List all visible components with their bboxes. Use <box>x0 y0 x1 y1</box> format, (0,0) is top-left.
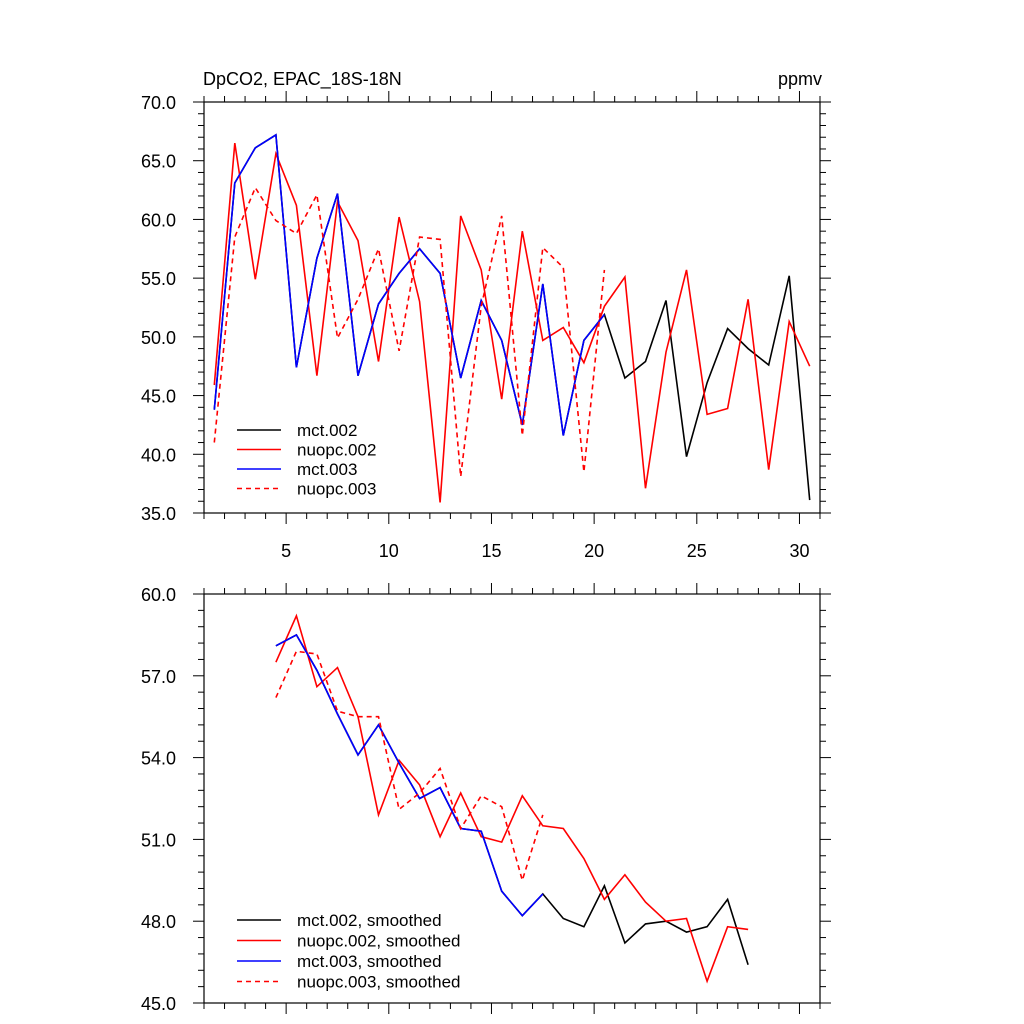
x-tick-label: 25 <box>687 541 707 561</box>
y-tick-label: 60.0 <box>141 210 176 230</box>
y-tick-label: 50.0 <box>141 328 176 348</box>
legend-label: nuopc.003 <box>297 480 376 499</box>
x-tick-label: 30 <box>789 541 809 561</box>
y-tick-label: 51.0 <box>141 830 176 850</box>
x-tick-label: 5 <box>281 541 291 561</box>
chart-panel-1: 5 10 15 20 25 30 35.0 40.0 45.0 50.0 55.0 60.0 65.0 7… <box>141 91 831 561</box>
series-line-nuopc-003-smoothed <box>275 650 544 884</box>
chart-units: ppmv <box>778 69 822 89</box>
x-tick-label: 10 <box>379 541 399 561</box>
y-tick-label: 54.0 <box>141 749 176 769</box>
chart-panel-2: 45.0 48.0 51.0 54.0 57.0 60.0 mct.002, smoothe… <box>141 583 831 1014</box>
y-tick-label: 45.0 <box>141 994 176 1014</box>
y-tick-label: 48.0 <box>141 912 176 932</box>
legend-label: nuopc.003, smoothed <box>297 973 461 992</box>
legend-label: nuopc.002, smoothed <box>297 932 461 951</box>
series-line-mct-003-smoothed <box>275 633 544 917</box>
y-tick-label: 70.0 <box>141 93 176 113</box>
series-line-mct-003 <box>213 133 606 436</box>
legend-label: mct.002, smoothed <box>297 911 442 930</box>
legend-label: mct.002 <box>297 421 357 440</box>
series-line-nuopc-002 <box>213 142 811 503</box>
x-tick-label: 20 <box>584 541 604 561</box>
legend-label: nuopc.002 <box>297 441 376 460</box>
y-tick-label: 40.0 <box>141 445 176 465</box>
chart-title: DpCO2, EPAC_18S-18N <box>203 69 402 90</box>
series-line-nuopc-002-smoothed <box>275 613 749 984</box>
x-tick-label: 15 <box>481 541 501 561</box>
legend-label: mct.003, smoothed <box>297 952 442 971</box>
legend-label: mct.003 <box>297 460 357 479</box>
y-tick-label: 55.0 <box>141 269 176 289</box>
series-line-nuopc-003 <box>213 185 606 477</box>
y-tick-label: 35.0 <box>141 504 176 524</box>
y-tick-label: 60.0 <box>141 585 176 605</box>
y-tick-label: 57.0 <box>141 667 176 687</box>
y-tick-label: 45.0 <box>141 387 176 407</box>
y-tick-label: 65.0 <box>141 152 176 172</box>
